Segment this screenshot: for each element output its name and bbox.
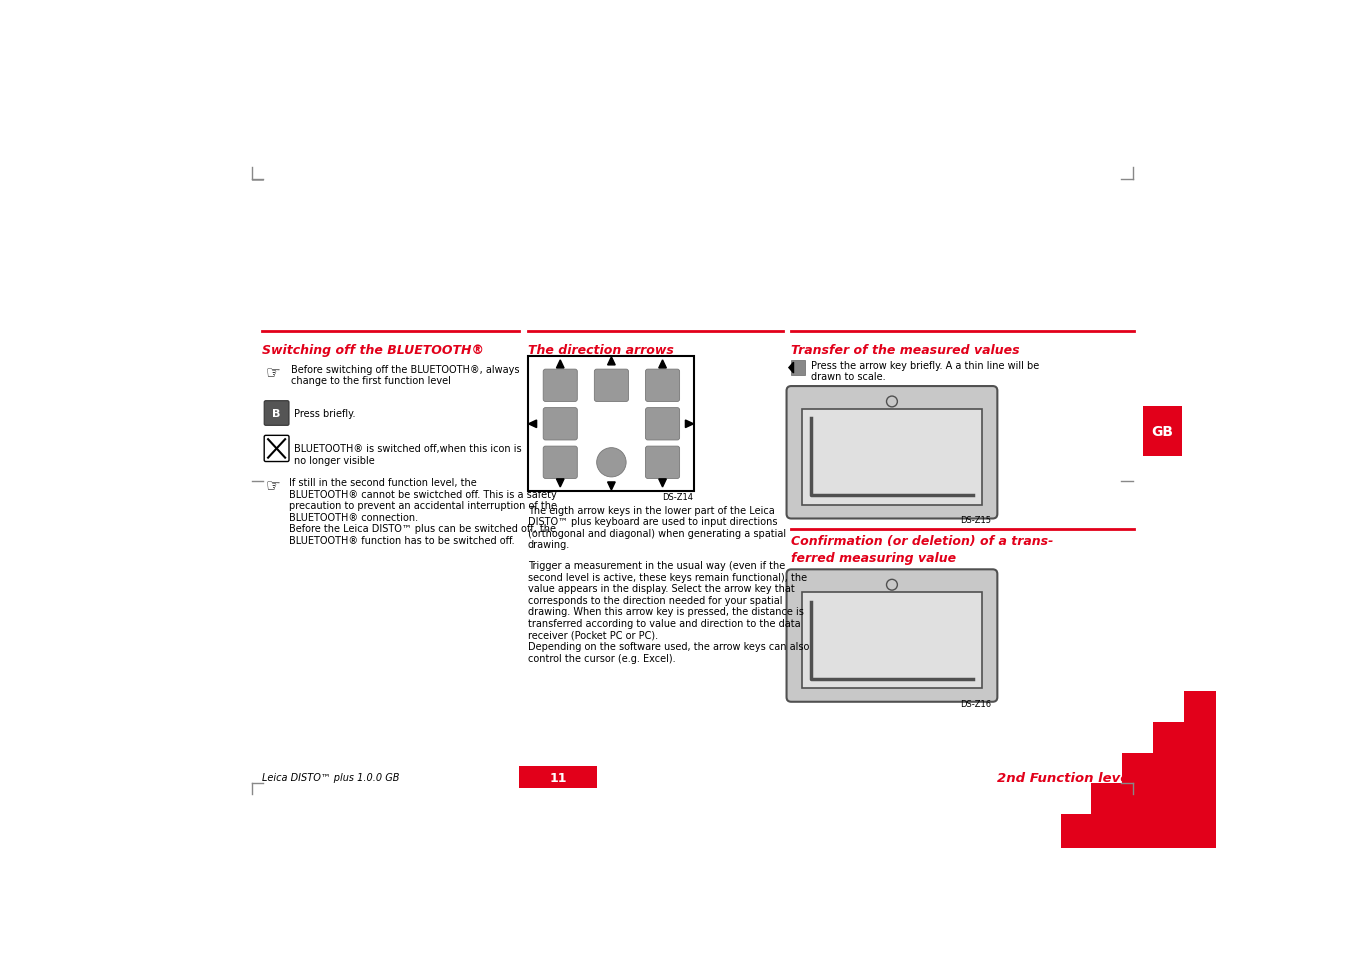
- Text: The direction arrows: The direction arrows: [528, 344, 674, 356]
- Text: DS-Z15: DS-Z15: [961, 516, 992, 525]
- Text: Confirmation (or deletion) of a trans-
ferred measuring value: Confirmation (or deletion) of a trans- f…: [792, 535, 1054, 564]
- Polygon shape: [608, 357, 615, 366]
- Bar: [792, 360, 805, 375]
- FancyBboxPatch shape: [646, 370, 680, 402]
- Text: Before switching off the BLUETOOTH®, always
change to the first function level: Before switching off the BLUETOOTH®, alw…: [292, 364, 520, 386]
- Text: GB: GB: [1151, 425, 1174, 438]
- Bar: [1143, 407, 1182, 456]
- FancyBboxPatch shape: [646, 408, 680, 440]
- Bar: [802, 593, 982, 688]
- Text: DS-Z14: DS-Z14: [662, 492, 693, 501]
- Bar: [802, 410, 982, 505]
- Text: Transfer of the measured values: Transfer of the measured values: [792, 344, 1020, 356]
- Text: ☞: ☞: [266, 364, 281, 382]
- Text: BLUETOOTH® is switched off,when this icon is
no longer visible: BLUETOOTH® is switched off,when this ico…: [295, 443, 521, 465]
- FancyBboxPatch shape: [594, 370, 628, 402]
- Text: 11: 11: [549, 771, 566, 784]
- Text: DS-Z16: DS-Z16: [961, 699, 992, 708]
- FancyBboxPatch shape: [543, 447, 577, 479]
- Polygon shape: [528, 420, 536, 428]
- Text: ☞: ☞: [266, 477, 281, 496]
- Bar: [528, 356, 694, 491]
- Polygon shape: [685, 420, 693, 428]
- Text: 2nd Function level: 2nd Function level: [997, 771, 1133, 784]
- Text: Trigger a measurement in the usual way (even if the
second level is active, thes: Trigger a measurement in the usual way (…: [528, 560, 809, 663]
- Circle shape: [597, 448, 626, 477]
- FancyBboxPatch shape: [265, 436, 289, 462]
- Polygon shape: [608, 482, 615, 491]
- Text: B: B: [273, 409, 281, 418]
- Polygon shape: [789, 363, 793, 374]
- FancyBboxPatch shape: [786, 387, 997, 519]
- Text: Press briefly.: Press briefly.: [295, 409, 355, 418]
- FancyBboxPatch shape: [646, 447, 680, 479]
- Polygon shape: [1061, 691, 1216, 848]
- Text: If still in the second function level, the
BLUETOOTH® cannot be swictched off. T: If still in the second function level, t…: [289, 477, 557, 545]
- Text: The eigth arrow keys in the lower part of the Leica
DISTO™ plus keyboard are use: The eigth arrow keys in the lower part o…: [528, 505, 786, 550]
- Polygon shape: [557, 360, 565, 369]
- Text: Leica DISTO™ plus 1.0.0 GB: Leica DISTO™ plus 1.0.0 GB: [262, 773, 400, 782]
- FancyBboxPatch shape: [265, 401, 289, 426]
- Polygon shape: [659, 479, 666, 487]
- Polygon shape: [557, 479, 565, 487]
- Polygon shape: [659, 360, 666, 369]
- FancyBboxPatch shape: [543, 370, 577, 402]
- FancyBboxPatch shape: [543, 408, 577, 440]
- Circle shape: [886, 579, 897, 591]
- Bar: [519, 766, 597, 788]
- Circle shape: [886, 396, 897, 408]
- FancyBboxPatch shape: [786, 570, 997, 702]
- Text: Switching off the BLUETOOTH®: Switching off the BLUETOOTH®: [262, 344, 484, 356]
- Text: Press the arrow key briefly. A a thin line will be
drawn to scale.: Press the arrow key briefly. A a thin li…: [811, 360, 1039, 382]
